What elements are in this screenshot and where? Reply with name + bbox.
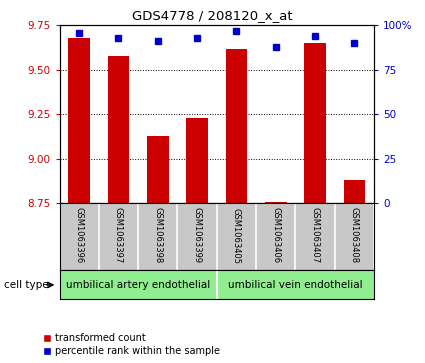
Bar [147,136,169,203]
Bar [343,180,365,203]
Text: GSM1063397: GSM1063397 [114,207,123,264]
Bar [68,38,90,203]
Text: GSM1063406: GSM1063406 [271,207,280,264]
Text: GSM1063399: GSM1063399 [193,207,201,264]
Bar [226,49,247,203]
FancyArrowPatch shape [47,282,53,287]
Text: GSM1063405: GSM1063405 [232,208,241,264]
Text: umbilical artery endothelial: umbilical artery endothelial [66,280,210,290]
Text: GSM1063407: GSM1063407 [311,207,320,264]
Text: GSM1063398: GSM1063398 [153,207,162,264]
Bar [186,118,208,203]
Text: GDS4778 / 208120_x_at: GDS4778 / 208120_x_at [132,9,293,22]
Text: umbilical vein endothelial: umbilical vein endothelial [228,280,363,290]
Text: cell type: cell type [4,280,49,290]
Legend: transformed count, percentile rank within the sample: transformed count, percentile rank withi… [43,333,220,356]
Bar [108,56,129,203]
Bar [304,43,326,203]
Bar [265,201,286,203]
Text: GSM1063408: GSM1063408 [350,207,359,264]
Text: GSM1063396: GSM1063396 [75,207,84,264]
